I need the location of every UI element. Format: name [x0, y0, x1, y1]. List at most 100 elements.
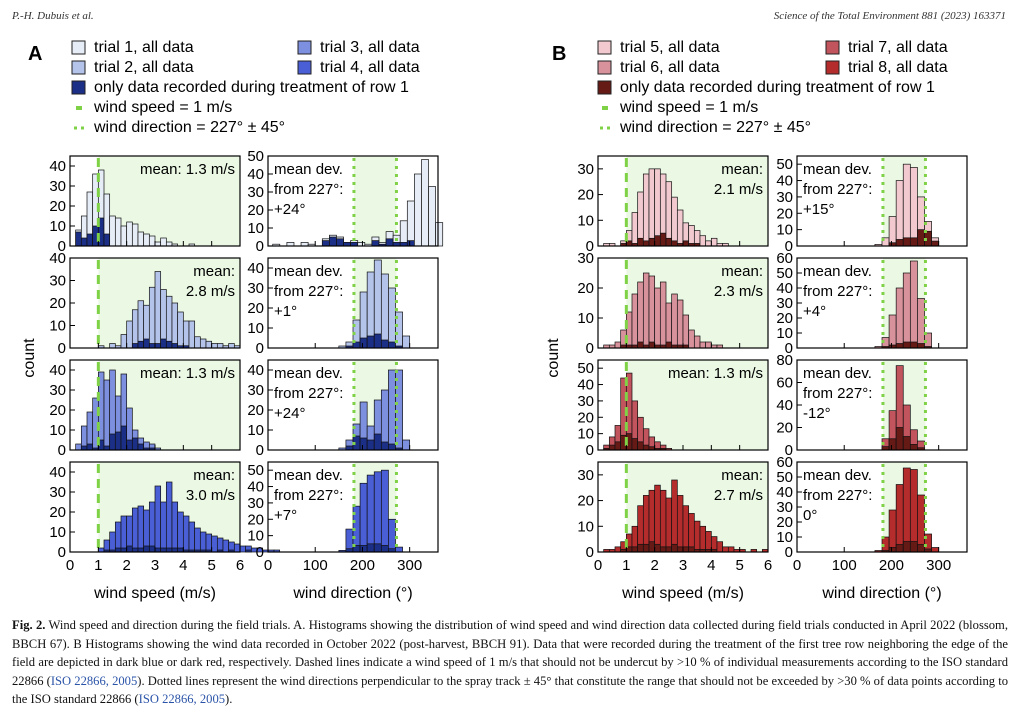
bar: [665, 181, 673, 247]
bar: [120, 334, 128, 349]
bar-row1: [86, 233, 94, 247]
bar-row1: [642, 240, 650, 247]
y-tick-label: 0: [785, 442, 793, 459]
histogram-speed-trial-3: 0 10 20 30 40 mean: 1.3 m/s: [49, 359, 241, 459]
y-tick-label: 30: [49, 382, 66, 399]
y-tick-label: 20: [577, 187, 594, 204]
mean-deviation-label: mean dev.: [803, 365, 872, 382]
bar: [688, 225, 695, 247]
y-tick-label: 30: [776, 189, 793, 206]
y-tick-label: 40: [776, 173, 793, 190]
mean-deviation-label: mean dev.: [803, 161, 872, 178]
caption-text-3: ).: [225, 692, 233, 707]
bar-row1: [637, 543, 644, 553]
plot-frame: [267, 461, 439, 553]
bar: [137, 231, 145, 247]
legend-label: trial 8, all data: [848, 59, 948, 76]
caption-citation-2[interactable]: ISO 22866, 2005: [138, 692, 226, 707]
bar-row1: [148, 343, 156, 349]
bar: [143, 233, 150, 247]
histogram-direction-trial-7: 0 20 40 60 80 mean dev. from 227°: -12°: [776, 352, 968, 459]
bar-row1: [380, 441, 389, 451]
bar: [120, 515, 128, 553]
bar-row1: [366, 335, 375, 349]
mean-speed-label: 2.7 m/s: [714, 487, 763, 504]
bar: [637, 281, 644, 349]
bar: [428, 186, 436, 247]
y-tick-label: 40: [49, 250, 66, 267]
bar-row1: [902, 341, 911, 349]
mean-speed-label: mean:: [193, 263, 235, 280]
y-tick-label: 10: [247, 220, 264, 237]
y-tick-label: 20: [247, 511, 264, 528]
bar: [131, 309, 139, 349]
bar: [380, 273, 389, 349]
y-tick-label: 30: [49, 178, 66, 195]
bar: [222, 539, 230, 553]
bar-row1: [126, 439, 133, 451]
y-tick-label: 0: [256, 544, 264, 561]
bar: [109, 215, 116, 247]
bar: [137, 505, 145, 553]
legend-swatch: [71, 60, 86, 75]
y-tick-label: 60: [776, 454, 793, 471]
caption-label: Fig. 2.: [12, 618, 46, 632]
bar-row1: [171, 343, 179, 349]
bar-row1: [103, 445, 111, 451]
y-tick-label: 0: [256, 238, 264, 255]
x-tick-label: 300: [397, 557, 422, 574]
y-tick-label: 50: [247, 462, 264, 479]
y-tick-label: 20: [49, 402, 66, 419]
legend-swatch: [825, 40, 840, 55]
mean-deviation-label: +4°: [803, 303, 826, 320]
bar: [109, 531, 116, 553]
y-tick-label: 30: [49, 484, 66, 501]
legend-label: trial 5, all data: [620, 39, 720, 56]
bar: [716, 541, 724, 553]
y-tick-label: 0: [785, 238, 793, 255]
y-tick-label: 0: [58, 442, 66, 459]
bar-row1: [909, 237, 918, 247]
bar: [131, 223, 139, 247]
caption-citation-1[interactable]: ISO 22866, 2005: [50, 673, 138, 688]
bar: [194, 527, 201, 553]
bar-row1: [359, 437, 368, 451]
x-tick-label: 3: [679, 557, 687, 574]
bar: [205, 533, 213, 553]
bar-row1: [137, 443, 145, 451]
bar-row1: [917, 343, 925, 349]
y-tick-label: 30: [49, 273, 66, 290]
x-tick-label: 1: [622, 557, 630, 574]
y-tick-label: 40: [776, 484, 793, 501]
mean-deviation-label: -12°: [803, 405, 831, 422]
bar-row1: [665, 341, 673, 349]
bar-row1: [366, 543, 375, 553]
y-tick-label: 30: [776, 499, 793, 516]
y-tick-label: 80: [776, 352, 793, 369]
histogram-direction-trial-2: 0 10 20 30 40 mean dev. from 227°: +1°: [247, 257, 439, 357]
y-tick-label: 10: [577, 518, 594, 535]
y-tick-label: 0: [586, 442, 594, 459]
bar-row1: [659, 232, 667, 247]
y-tick-label: 60: [776, 375, 793, 392]
y-tick-label: 30: [577, 467, 594, 484]
legend-label: only data recorded during treatment of r…: [620, 79, 935, 96]
bar-row1: [895, 427, 904, 451]
bar: [710, 237, 718, 247]
mean-speed-label: mean:: [721, 161, 763, 178]
bar: [637, 191, 644, 247]
x-tick-label: 300: [926, 557, 951, 574]
bar-row1: [637, 237, 644, 247]
bar-row1: [380, 339, 389, 349]
legend-swatch: [71, 80, 86, 95]
y-tick-label: 50: [776, 265, 793, 282]
y-tick-label: 0: [785, 340, 793, 357]
legend-label: trial 1, all data: [94, 39, 194, 56]
bar: [380, 389, 389, 451]
bar: [665, 302, 673, 349]
y-tick-label: 40: [247, 166, 264, 183]
bar-row1: [75, 231, 82, 247]
bar-row1: [321, 240, 330, 247]
mean-speed-label: mean: 1.3 m/s: [140, 365, 235, 382]
